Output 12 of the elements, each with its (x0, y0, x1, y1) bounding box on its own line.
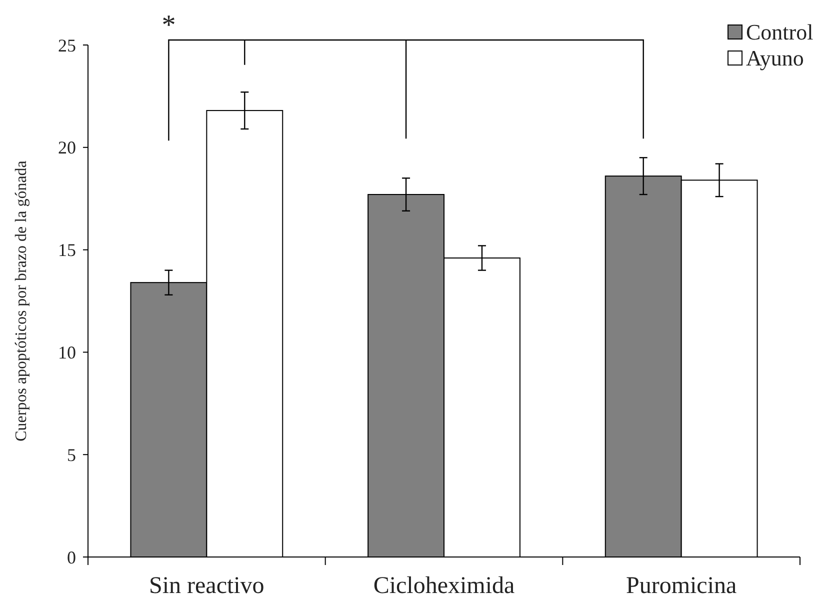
y-tick-label: 20 (58, 138, 76, 158)
x-tick-label: Cicloheximida (373, 573, 515, 599)
legend-label: Control (746, 20, 814, 45)
y-axis-title: Cuerpos apoptóticos por brazo de la gónada (13, 160, 30, 442)
y-tick-label: 15 (58, 240, 76, 260)
y-tick-label: 0 (67, 547, 76, 568)
legend-label: Ayuno (746, 46, 804, 71)
x-tick-label: Sin reactivo (149, 573, 264, 599)
y-tick-label: 5 (67, 444, 76, 465)
y-tick-label: 10 (58, 342, 76, 362)
x-tick-label: Puromicina (626, 573, 737, 599)
y-tick-label: 25 (58, 35, 76, 56)
